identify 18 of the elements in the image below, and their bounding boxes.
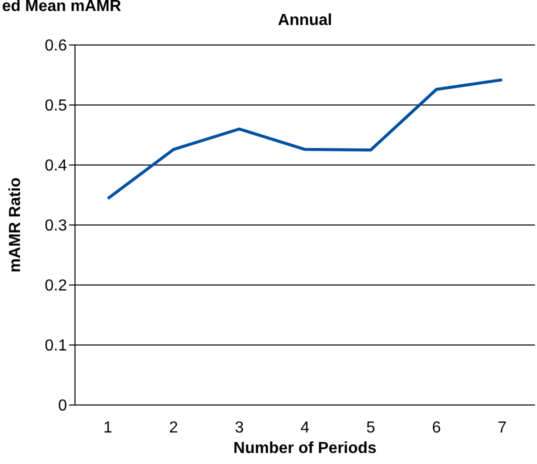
x-tick-label: 7 — [498, 419, 507, 436]
x-tick-label: 2 — [169, 419, 178, 436]
y-tick-label: 0.1 — [44, 338, 68, 355]
y-tick-label: 0.5 — [44, 98, 68, 115]
x-tick-label: 6 — [432, 419, 441, 436]
y-tick-label: 0.4 — [44, 158, 68, 175]
chart-subtitle: Annual — [278, 12, 332, 29]
y-tick-label: 0.6 — [44, 38, 68, 55]
x-axis-title: Number of Periods — [232, 440, 378, 458]
x-tick-label: 1 — [103, 419, 112, 436]
y-tick-label: 0.2 — [44, 278, 68, 295]
x-tick-label: 3 — [234, 419, 244, 436]
y-axis-title: mAMR Ratio — [7, 177, 25, 273]
y-tick-label: 0.3 — [44, 218, 68, 235]
y-tick-label: 0 — [58, 398, 68, 415]
line-series — [106, 78, 504, 200]
x-tick-label: 4 — [300, 419, 310, 436]
x-tick-label: 5 — [366, 419, 376, 436]
